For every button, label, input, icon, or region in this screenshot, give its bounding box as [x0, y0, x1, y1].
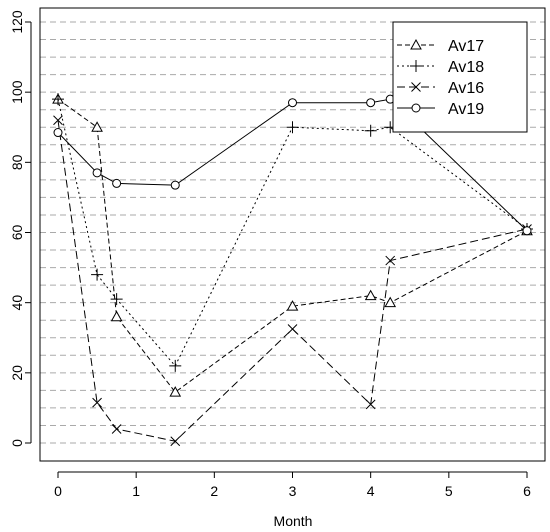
legend-item-av19: Av19	[397, 101, 484, 118]
series-av17	[52, 93, 533, 397]
y-tick-label: 40	[9, 295, 25, 311]
series-line-av18	[57, 99, 528, 367]
legend: Av17 Av18 Av16 Av19	[392, 21, 528, 133]
data-point-av16	[111, 424, 122, 434]
x-tick-label: 5	[445, 483, 453, 499]
data-point-av16	[287, 324, 298, 334]
x-tick-label: 1	[132, 483, 140, 499]
data-point-av18	[52, 93, 64, 106]
data-point-av17	[169, 386, 182, 397]
legend-marker-av16	[411, 82, 421, 92]
y-tick-label: 80	[9, 154, 25, 170]
x-tick-label: 6	[523, 483, 531, 499]
series-group	[52, 93, 533, 447]
data-point-av19	[92, 168, 102, 178]
legend-label-av16: Av16	[448, 80, 484, 97]
legend-marker-av17	[410, 38, 422, 50]
legend-label-av18: Av18	[448, 59, 484, 76]
data-point-av17	[110, 310, 123, 322]
legend-label-av19: Av19	[448, 101, 484, 118]
y-tick-label: 20	[9, 365, 25, 381]
data-point-av16	[170, 436, 181, 447]
y-tick-label: 100	[9, 80, 25, 104]
data-point-av16	[53, 115, 63, 126]
x-axis-title: Month	[274, 513, 313, 529]
data-point-av16	[92, 397, 102, 408]
y-tick-label: 120	[9, 10, 25, 34]
data-point-av16	[365, 399, 376, 410]
series-line-av16	[57, 120, 528, 442]
data-point-av19	[53, 128, 63, 138]
data-point-av16	[385, 255, 396, 266]
data-point-av18	[364, 124, 377, 137]
data-point-av18	[91, 268, 104, 281]
legend-item-av17: Av17	[397, 38, 484, 55]
data-point-av19	[522, 226, 532, 236]
x-tick-label: 3	[289, 483, 297, 499]
y-tick-label: 0	[9, 439, 25, 447]
series-av19	[53, 94, 532, 236]
data-point-av17	[384, 296, 397, 308]
data-point-av18	[169, 359, 182, 372]
data-point-av19	[288, 98, 297, 108]
data-point-av19	[170, 180, 180, 190]
legend-marker-av18	[410, 60, 422, 72]
legend-item-av18: Av18	[397, 59, 484, 76]
legend-marker-av19	[411, 103, 421, 113]
series-av16	[53, 115, 532, 447]
series-line-av17	[57, 98, 528, 393]
data-point-av18	[286, 121, 299, 134]
data-point-av18	[110, 293, 123, 306]
data-point-av17	[91, 121, 103, 132]
legend-label-av17: Av17	[448, 38, 484, 55]
data-point-av17	[286, 300, 299, 311]
data-point-av17	[364, 289, 377, 301]
x-tick-label: 4	[367, 483, 375, 499]
data-point-av19	[112, 178, 122, 188]
x-tick-label: 0	[54, 483, 62, 499]
data-point-av19	[366, 98, 376, 108]
y-tick-label: 60	[9, 225, 25, 241]
plot-frame	[39, 7, 546, 462]
x-tick-label: 2	[210, 483, 218, 499]
legend-item-av16: Av16	[397, 80, 484, 97]
